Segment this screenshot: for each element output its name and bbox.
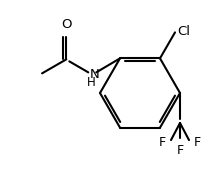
Text: N: N — [89, 68, 99, 81]
Text: F: F — [194, 136, 201, 149]
Text: F: F — [159, 136, 166, 149]
Text: O: O — [61, 18, 71, 31]
Text: H: H — [87, 76, 96, 89]
Text: F: F — [176, 144, 184, 157]
Text: Cl: Cl — [177, 25, 190, 38]
